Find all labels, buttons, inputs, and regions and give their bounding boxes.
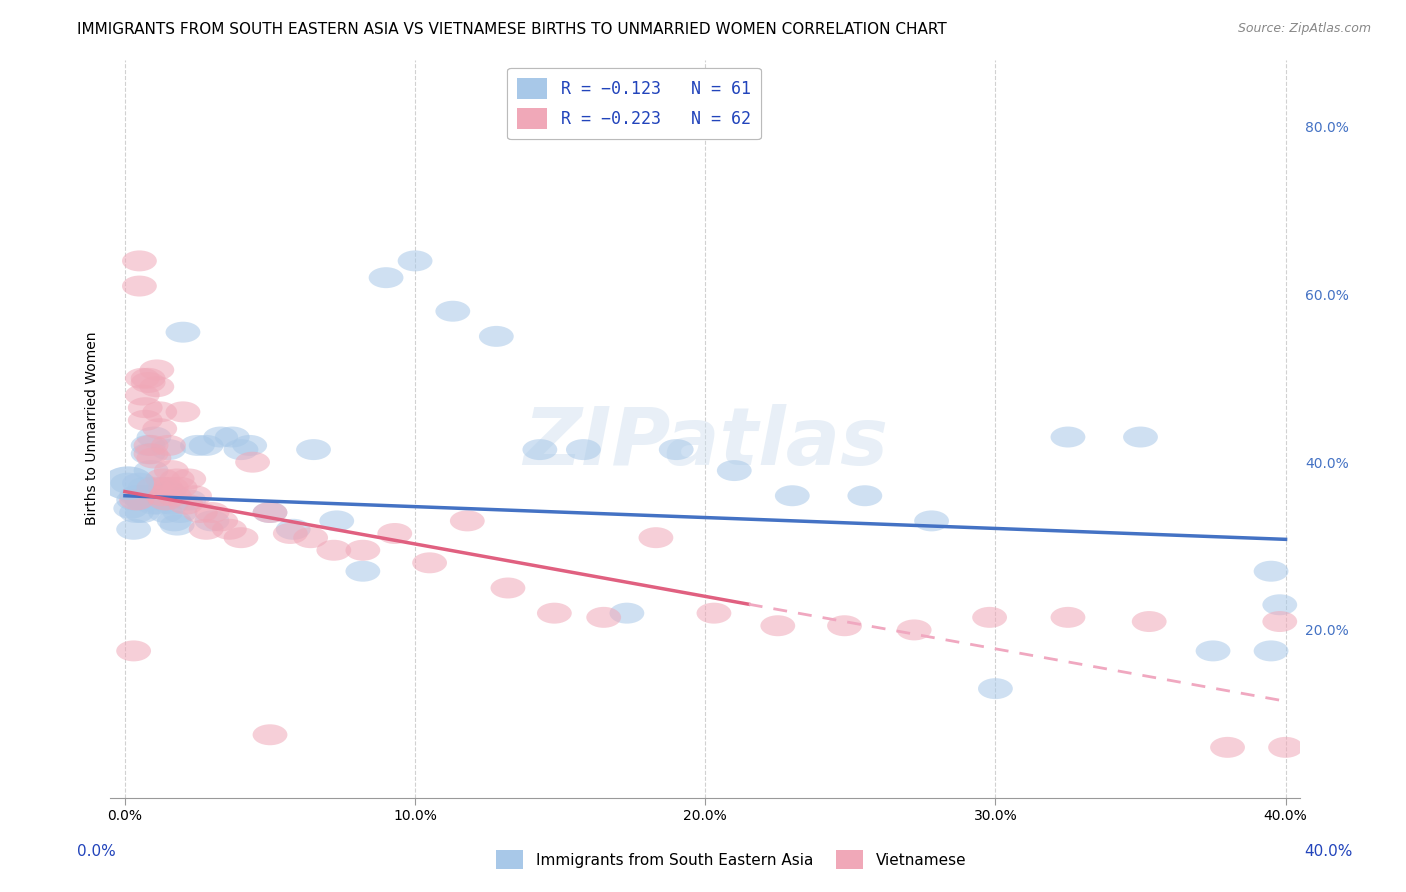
Y-axis label: Births to Unmarried Women: Births to Unmarried Women <box>86 332 100 525</box>
Ellipse shape <box>101 467 153 500</box>
Text: IMMIGRANTS FROM SOUTH EASTERN ASIA VS VIETNAMESE BIRTHS TO UNMARRIED WOMEN CORRE: IMMIGRANTS FROM SOUTH EASTERN ASIA VS VI… <box>77 22 948 37</box>
Text: 40.0%: 40.0% <box>1305 845 1353 859</box>
Text: Source: ZipAtlas.com: Source: ZipAtlas.com <box>1237 22 1371 36</box>
Text: ZIPatlas: ZIPatlas <box>523 404 887 483</box>
Legend: Immigrants from South Eastern Asia, Vietnamese: Immigrants from South Eastern Asia, Viet… <box>489 844 973 875</box>
Legend: R = −0.123   N = 61, R = −0.223   N = 62: R = −0.123 N = 61, R = −0.223 N = 62 <box>508 68 761 139</box>
Text: 0.0%: 0.0% <box>77 845 117 859</box>
